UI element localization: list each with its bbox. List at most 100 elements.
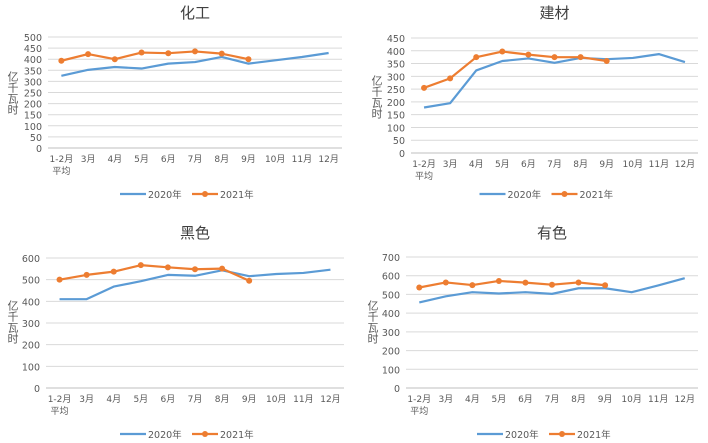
legend-marker — [202, 191, 208, 197]
chart-title: 黑色 — [180, 224, 210, 242]
series-line — [61, 51, 329, 77]
data-point — [138, 49, 145, 56]
y-tick-label: 100 — [387, 123, 405, 134]
x-tick-label: 7月 — [547, 159, 562, 170]
y-tick-label: 200 — [382, 347, 400, 358]
y-tick-label: 50 — [393, 136, 405, 147]
y-tick-label: 450 — [24, 44, 42, 55]
series-line — [423, 50, 607, 89]
x-tick-label: 4月 — [469, 159, 484, 170]
x-tick-label: 1-2月平均 — [407, 394, 431, 417]
x-tick-label: 11月 — [293, 394, 313, 405]
y-tick-label: 450 — [387, 34, 405, 45]
legend-label: 2020年 — [148, 189, 182, 201]
x-tick-label: 5月 — [492, 394, 507, 405]
legend-label: 2021年 — [580, 189, 614, 201]
y-tick-label: 0 — [394, 384, 400, 395]
x-tick-label: 12月 — [320, 394, 340, 405]
data-point — [603, 58, 610, 64]
data-point — [56, 276, 63, 283]
y-tick-label: 200 — [387, 98, 405, 109]
data-point — [522, 279, 529, 286]
data-point — [58, 57, 65, 64]
y-tick-label: 500 — [24, 33, 42, 44]
x-tick-label: 4月 — [107, 154, 122, 165]
x-tick-label: 8月 — [573, 159, 588, 170]
x-tick-label-line: 平均 — [410, 405, 428, 417]
x-tick-label: 9月 — [598, 394, 613, 405]
chart-title: 建材 — [539, 4, 569, 22]
y-tick-label: 400 — [382, 309, 400, 320]
y-axis-label: 亿千瓦时 — [366, 300, 379, 344]
y-tick-label: 300 — [382, 328, 400, 339]
y-tick-label: 300 — [24, 77, 42, 88]
legend-marker — [202, 431, 208, 437]
x-tick-label: 11月 — [292, 154, 312, 165]
data-point — [137, 262, 144, 269]
chart-ferrous: 亿千瓦时 黑色 0 100 200 300 400 500 600 1-2月平均 3月 4月 5月 6月… — [0, 220, 354, 443]
x-tick-label: 6月 — [161, 154, 176, 165]
x-tick-label: 7月 — [188, 154, 203, 165]
x-tick-label: 6月 — [161, 394, 176, 405]
data-point — [473, 54, 480, 61]
x-tick-label: 3月 — [79, 394, 94, 405]
x-tick-label: 7月 — [545, 394, 560, 405]
y-tick-label: 500 — [382, 290, 400, 301]
x-tick-label: 10月 — [265, 154, 285, 165]
x-tick-label: 1-2月平均 — [412, 159, 436, 182]
y-tick-label: 0 — [399, 149, 405, 160]
data-point — [164, 264, 171, 271]
x-tick-label-line: 平均 — [52, 165, 70, 177]
series-line — [61, 50, 249, 62]
data-point — [165, 50, 172, 57]
data-point — [83, 271, 90, 278]
x-tick-label: 11月 — [648, 394, 668, 405]
x-tick-label: 9月 — [242, 394, 257, 405]
x-tick-label-line: 1-2月 — [50, 154, 74, 165]
chart-title: 有色 — [537, 224, 567, 242]
x-tick-label: 5月 — [134, 154, 149, 165]
y-tick-label: 100 — [382, 365, 400, 376]
chart-svg: 有色 0 100 200 300 400 500 600 700 1-2月平均 3月 4月 5月 6月 7月… — [382, 224, 698, 441]
x-tick-label: 10月 — [623, 159, 643, 170]
x-tick-label: 9月 — [241, 154, 256, 165]
legend-label: 2020年 — [508, 189, 542, 201]
y-tick-label: 200 — [24, 100, 42, 111]
x-tick-label: 4月 — [465, 394, 480, 405]
legend-label: 2020年 — [148, 429, 182, 441]
data-point — [246, 277, 253, 284]
data-point — [469, 282, 476, 289]
y-tick-label: 300 — [22, 319, 40, 330]
y-tick-label: 400 — [22, 297, 40, 308]
x-tick-label: 8月 — [214, 154, 229, 165]
chart-svg: 黑色 0 100 200 300 400 500 600 1-2月平均 3月 4月 5月 6月 7月 8月 9… — [22, 224, 344, 441]
chart-chemical: 亿千瓦时 化工 0 50 100 150 200 250 300 350 400 450 500 1-2… — [0, 0, 354, 210]
x-tick-label: 1-2月平均 — [48, 394, 72, 417]
data-point — [551, 54, 558, 61]
x-tick-label: 1-2月平均 — [50, 154, 74, 177]
y-tick-label: 700 — [382, 253, 400, 264]
x-tick-label-line: 平均 — [51, 405, 69, 417]
chart-nonferrous: 亿千瓦时 有色 0 100 200 300 400 500 600 700 1-2月平均 3月 4月 5… — [354, 220, 708, 443]
y-tick-label: 600 — [382, 272, 400, 283]
data-point — [575, 279, 582, 286]
legend-marker — [561, 191, 568, 197]
data-point — [421, 84, 428, 91]
y-tick-label: 400 — [387, 47, 405, 58]
legend-marker — [559, 431, 565, 437]
chart-title: 化工 — [180, 4, 210, 22]
x-tick-label: 11月 — [649, 159, 669, 170]
y-tick-label: 300 — [387, 72, 405, 83]
data-point — [416, 284, 423, 291]
x-tick-label-line: 平均 — [415, 170, 433, 182]
x-tick-label: 6月 — [521, 159, 536, 170]
x-tick-label: 10月 — [266, 394, 286, 405]
data-point — [549, 281, 555, 288]
data-point — [218, 50, 225, 57]
chart-building-materials: 亿千瓦时 建材 0 50 100 150 200 250 300 350 400 450 1-2月平均… — [354, 0, 708, 210]
x-tick-label: 3月 — [443, 159, 458, 170]
y-tick-label: 500 — [22, 276, 40, 287]
data-point — [219, 265, 226, 272]
